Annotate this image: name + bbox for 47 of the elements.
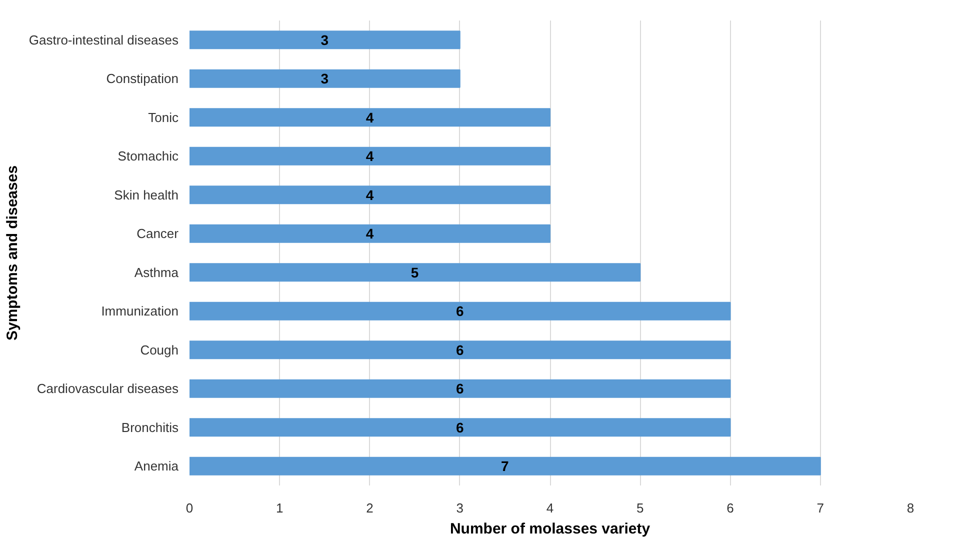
- data-label: 6: [456, 419, 464, 436]
- data-label: 6: [456, 380, 464, 397]
- bar: [190, 186, 550, 204]
- bar: [190, 108, 550, 127]
- y-tick-label: Stomachic: [118, 148, 179, 164]
- bar: [190, 456, 821, 476]
- x-tick-label: 2: [366, 500, 374, 516]
- bar: [190, 69, 460, 88]
- bar: [190, 379, 731, 398]
- data-label: 4: [366, 148, 374, 164]
- y-tick-label: Cardiovascular diseases: [36, 381, 179, 396]
- y-tick-label: Gastro-intestinal diseases: [28, 32, 179, 48]
- bar: [190, 302, 731, 320]
- bar: [190, 263, 641, 282]
- y-tick-label: Skin health: [114, 187, 179, 202]
- x-tick-label: 3: [456, 500, 464, 516]
- y-axis-title: Symptoms and diseases: [4, 165, 21, 341]
- data-label: 5: [410, 264, 419, 280]
- x-tick-label: 4: [546, 500, 554, 516]
- y-tick-label: Tonic: [148, 110, 179, 125]
- y-tick-label: Bronchitis: [121, 420, 179, 435]
- x-tick-label: 6: [726, 500, 734, 516]
- bar: [190, 418, 731, 437]
- bar: [190, 30, 460, 50]
- x-tick-label: 5: [636, 500, 644, 516]
- x-axis-title: Number of molasses variety: [450, 520, 651, 538]
- x-tick-label: 0: [186, 500, 194, 516]
- bar: [190, 224, 550, 243]
- x-tick-label: 7: [816, 500, 824, 516]
- data-label: 4: [366, 186, 374, 203]
- y-tick-label: Immunization: [101, 304, 179, 319]
- data-label: 7: [501, 458, 510, 474]
- data-label: 6: [456, 342, 464, 358]
- bar: [190, 340, 731, 360]
- y-tick-label: Constipation: [106, 71, 179, 86]
- x-tick-label: 1: [276, 500, 284, 516]
- y-tick-label: Anemia: [134, 458, 180, 474]
- data-label: 4: [366, 109, 374, 126]
- data-label: 4: [366, 226, 374, 242]
- y-tick-label: Cough: [140, 342, 179, 358]
- bar: [190, 146, 550, 166]
- data-label: 3: [320, 32, 329, 48]
- y-tick-label: Cancer: [136, 226, 180, 242]
- data-label: 6: [456, 303, 464, 320]
- y-tick-label: Asthma: [134, 264, 180, 280]
- x-tick-label: 8: [906, 500, 914, 516]
- data-label: 3: [320, 70, 329, 87]
